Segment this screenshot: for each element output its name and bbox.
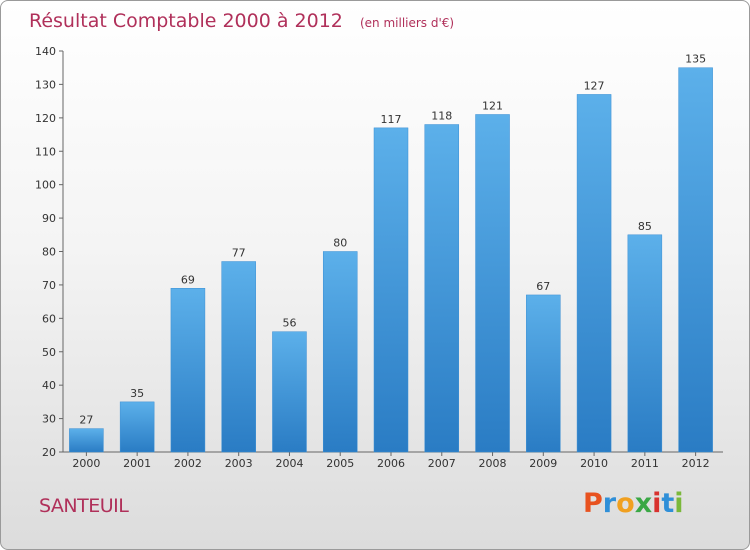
x-tick-label: 2010 [580, 457, 608, 470]
bar-value-label: 69 [181, 273, 195, 286]
bar [119, 401, 155, 453]
y-tick-label: 20 [42, 446, 56, 459]
brand-letter: t [661, 488, 675, 519]
bar-value-label: 27 [79, 414, 93, 427]
x-tick-label: 2007 [428, 457, 456, 470]
y-tick-label: 60 [42, 312, 56, 325]
y-tick-label: 70 [42, 279, 56, 292]
bar-value-label: 85 [638, 220, 652, 233]
x-tick-label: 2004 [275, 457, 303, 470]
brand-logo: Proxiti [583, 488, 684, 519]
bars: 27 35 69 77 56 80 117 118 121 67 127 85 135 [69, 53, 713, 453]
bar-value-label: 135 [685, 53, 706, 66]
brand-letter: x [634, 488, 653, 519]
bar [373, 127, 409, 453]
brand-letter: o [616, 488, 635, 519]
brand-letter: i [652, 488, 662, 519]
y-tick-label: 80 [42, 246, 56, 259]
brand-letter: r [602, 488, 617, 519]
bar-value-label: 67 [536, 280, 550, 293]
bar-value-label: 117 [381, 113, 402, 126]
x-tick-label: 2011 [631, 457, 659, 470]
y-tick-label: 130 [35, 78, 56, 91]
y-tick-label: 50 [42, 346, 56, 359]
x-tick-label: 2001 [123, 457, 151, 470]
axes: 20 30 40 50 60 70 80 90 100 110 120 130 140 2000 2001 2… [35, 45, 723, 470]
bar-value-label: 35 [130, 387, 144, 400]
x-tick-label: 2003 [225, 457, 253, 470]
bar [322, 251, 358, 453]
y-tick-label: 40 [42, 379, 56, 392]
chart-title: Résultat Comptable 2000 à 2012 (en milli… [29, 10, 454, 32]
y-tick-label: 110 [35, 145, 56, 158]
bar-value-label: 56 [282, 317, 296, 330]
x-tick-label: 2005 [326, 457, 354, 470]
bar-value-label: 127 [584, 79, 605, 92]
bar [69, 428, 104, 453]
bar [576, 94, 612, 453]
chart-title-main: Résultat Comptable 2000 à 2012 [29, 10, 343, 32]
y-tick-label: 140 [35, 45, 56, 58]
bar [170, 288, 206, 453]
bar-value-label: 80 [333, 237, 347, 250]
x-tick-label: 2008 [479, 457, 507, 470]
bar [272, 331, 307, 453]
x-tick-label: 2000 [72, 457, 100, 470]
bar [424, 124, 460, 453]
commune-name: SANTEUIL [39, 495, 129, 517]
bar [627, 234, 663, 453]
x-tick-label: 2006 [377, 457, 405, 470]
bar-value-label: 77 [232, 247, 246, 260]
chart-title-subtitle: (en milliers d'€) [360, 16, 454, 30]
y-tick-label: 90 [42, 212, 56, 225]
bar [526, 294, 561, 453]
y-tick-label: 100 [35, 179, 56, 192]
x-tick-label: 2002 [174, 457, 202, 470]
bar [678, 67, 713, 453]
bar-value-label: 118 [431, 110, 452, 123]
x-tick-label: 2009 [529, 457, 557, 470]
y-tick-label: 120 [35, 112, 56, 125]
bar [475, 114, 510, 453]
y-tick-label: 30 [42, 413, 56, 426]
brand-letter: i [674, 488, 684, 519]
brand-letter: P [583, 488, 603, 519]
x-tick-label: 2012 [682, 457, 710, 470]
bar [221, 261, 256, 453]
bar-value-label: 121 [482, 99, 503, 112]
